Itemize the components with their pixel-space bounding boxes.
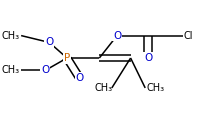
Text: O: O (45, 37, 54, 48)
Text: P: P (64, 53, 70, 63)
Text: CH₃: CH₃ (2, 66, 20, 75)
Text: O: O (144, 53, 153, 63)
Text: CH₃: CH₃ (146, 83, 164, 93)
Text: CH₃: CH₃ (2, 31, 20, 41)
Text: O: O (41, 66, 49, 75)
Text: O: O (113, 31, 121, 41)
Text: CH₃: CH₃ (95, 83, 113, 93)
Text: Cl: Cl (184, 31, 193, 41)
Text: O: O (75, 73, 84, 83)
